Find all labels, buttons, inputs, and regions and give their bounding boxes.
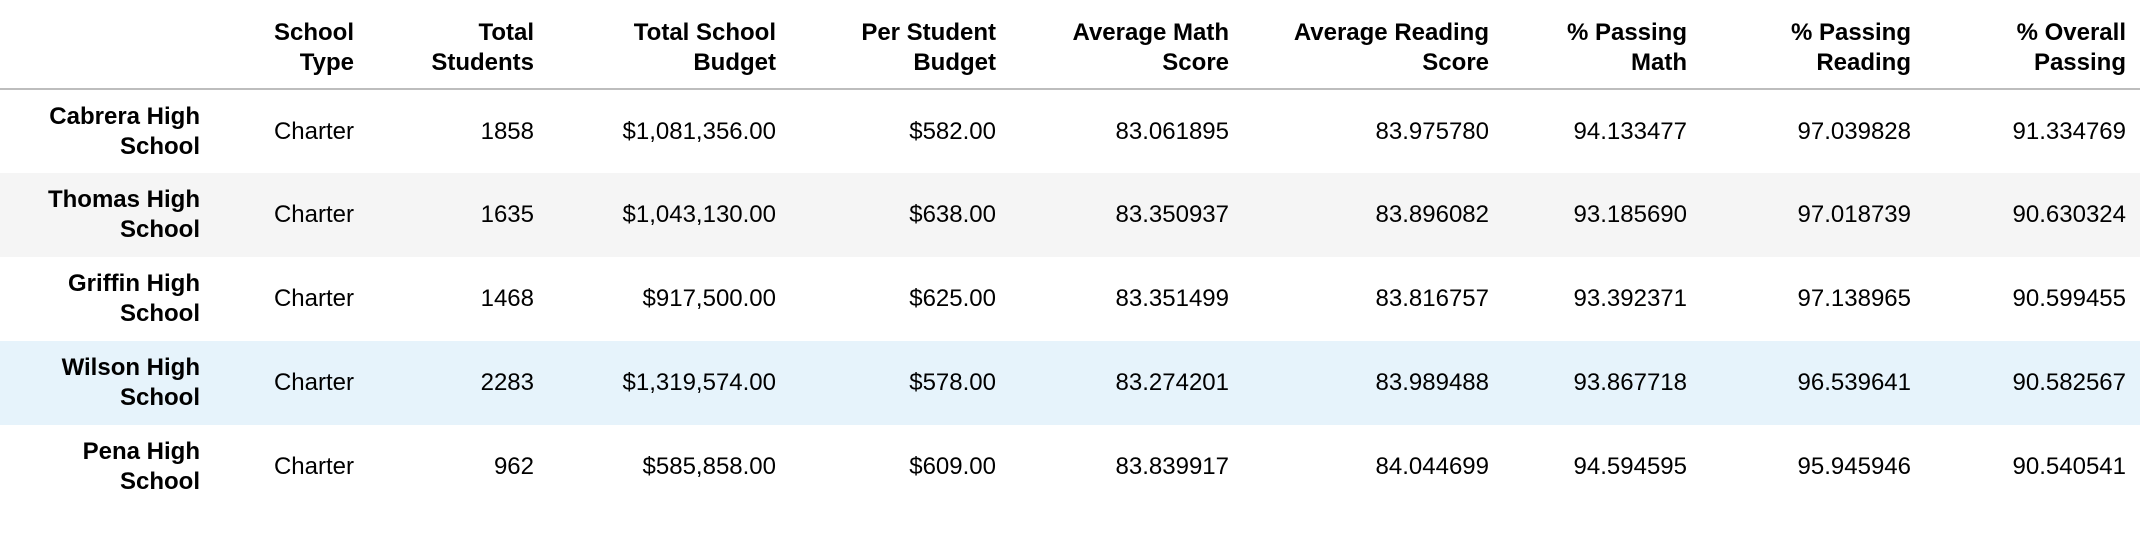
cell-average-reading-score: 83.989488 [1375,369,1489,396]
table-row: Thomas High School Charter 1635 $1,043,1… [0,173,2140,257]
cell-average-reading-score: 83.975780 [1375,117,1489,145]
header-total-school-budget: Total School Budget [548,0,790,90]
cell-total-school-budget: $585,858.00 [642,453,776,480]
cell-percent-overall-passing: 90.599455 [2012,285,2126,312]
cell-total-school-budget: $1,043,130.00 [622,201,776,228]
school-summary-table: School Type Total Students Total School … [0,0,2140,509]
cell-percent-passing-math: 93.867718 [1573,369,1687,396]
cell-percent-passing-math: 94.594595 [1573,453,1687,480]
table-row: Cabrera High School Charter 1858 $1,081,… [0,89,2140,173]
cell-total-school-budget: $1,319,574.00 [622,369,776,396]
table-row-hovered: Wilson High School Charter 2283 $1,319,5… [0,341,2140,425]
row-school-name: Wilson High School [61,354,200,411]
row-school-name: Thomas High School [47,186,200,243]
cell-average-math-score: 83.274201 [1115,369,1229,396]
header-average-math-score: Average Math Score [1010,0,1243,90]
table-header: School Type Total Students Total School … [0,0,2140,90]
cell-average-math-score: 83.351499 [1115,285,1229,312]
cell-percent-overall-passing: 90.630324 [2012,201,2126,228]
cell-percent-passing-reading: 97.138965 [1797,285,1911,312]
cell-percent-overall-passing: 90.582567 [2012,369,2126,396]
header-percent-overall-passing: % Overall Passing [1925,0,2140,90]
cell-average-reading-score: 83.816757 [1375,285,1489,312]
cell-percent-passing-math: 93.392371 [1573,285,1687,312]
header-total-students: Total Students [368,0,548,90]
cell-percent-passing-reading: 97.039828 [1797,117,1911,145]
cell-average-math-score: 83.061895 [1115,117,1229,145]
cell-total-school-budget: $917,500.00 [642,285,776,312]
cell-per-student-budget: $625.00 [909,285,996,312]
cell-total-students: 1858 [480,117,534,145]
cell-per-student-budget: $582.00 [909,117,996,145]
header-percent-passing-reading: % Passing Reading [1701,0,1925,90]
cell-school-type: Charter [273,117,354,145]
cell-school-type: Charter [273,285,354,312]
cell-per-student-budget: $638.00 [909,201,996,228]
table-body: Cabrera High School Charter 1858 $1,081,… [0,89,2140,509]
cell-total-school-budget: $1,081,356.00 [622,117,776,145]
cell-percent-passing-math: 94.133477 [1573,117,1687,145]
cell-average-reading-score: 83.896082 [1375,201,1489,228]
row-school-name: Griffin High School [68,270,200,327]
cell-total-students: 1635 [480,201,534,228]
cell-percent-overall-passing: 90.540541 [2012,453,2126,480]
cell-percent-passing-reading: 95.945946 [1797,453,1911,480]
row-school-name: Pena High School [82,438,200,495]
cell-average-reading-score: 84.044699 [1375,453,1489,480]
cell-percent-overall-passing: 91.334769 [2012,117,2126,145]
header-percent-passing-math: % Passing Math [1503,0,1701,90]
header-index [0,0,214,90]
cell-total-students: 962 [493,453,534,480]
cell-percent-passing-reading: 97.018739 [1797,201,1911,228]
cell-average-math-score: 83.839917 [1115,453,1229,480]
cell-percent-passing-math: 93.185690 [1573,201,1687,228]
cell-school-type: Charter [273,369,354,396]
cell-total-students: 2283 [480,369,534,396]
cell-percent-passing-reading: 96.539641 [1797,369,1911,396]
header-average-reading-score: Average Reading Score [1243,0,1503,90]
cell-average-math-score: 83.350937 [1115,201,1229,228]
cell-school-type: Charter [273,201,354,228]
cell-school-type: Charter [273,453,354,480]
table-row: Griffin High School Charter 1468 $917,50… [0,257,2140,341]
row-school-name: Cabrera High School [49,102,200,160]
header-row: School Type Total Students Total School … [0,0,2140,90]
header-school-type: School Type [214,0,368,90]
cell-total-students: 1468 [480,285,534,312]
header-per-student-budget: Per Student Budget [790,0,1010,90]
cell-per-student-budget: $578.00 [909,369,996,396]
table-row: Pena High School Charter 962 $585,858.00… [0,425,2140,509]
cell-per-student-budget: $609.00 [909,453,996,480]
